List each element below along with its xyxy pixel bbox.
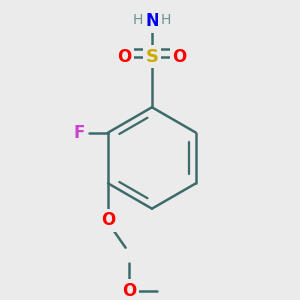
Text: H: H [160, 13, 171, 26]
Text: F: F [73, 124, 85, 142]
Text: H: H [133, 13, 143, 26]
Text: O: O [122, 282, 136, 300]
Text: S: S [146, 48, 158, 66]
Text: O: O [118, 48, 132, 66]
Text: N: N [145, 13, 159, 31]
Text: O: O [172, 48, 186, 66]
Text: O: O [101, 212, 115, 230]
